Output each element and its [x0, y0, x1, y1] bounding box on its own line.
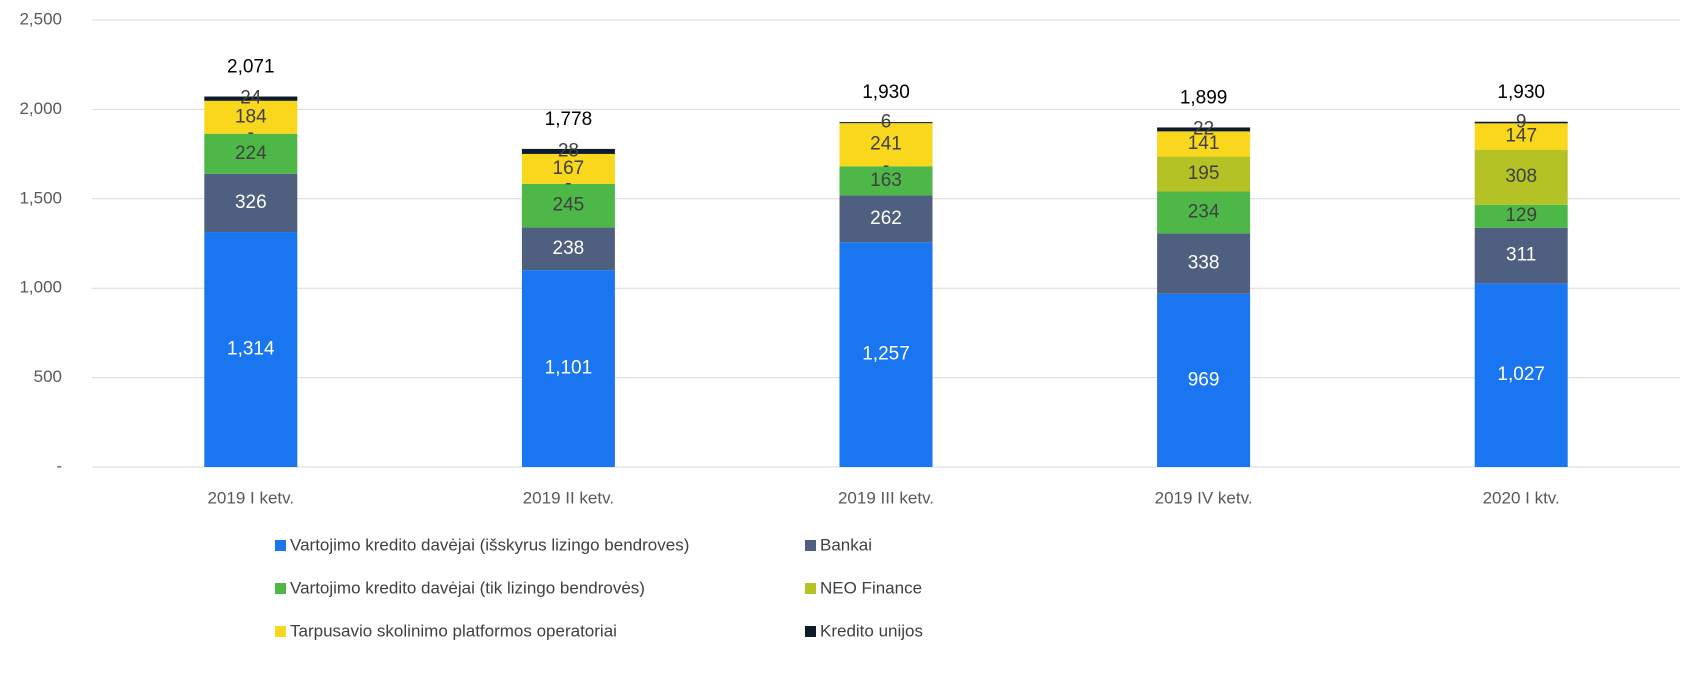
total-label: 1,899	[1180, 87, 1228, 108]
data-label: 141	[1188, 133, 1220, 154]
legend-label: Vartojimo kredito davėjai (tik lizingo b…	[290, 578, 645, 597]
total-label: 2,071	[227, 57, 275, 78]
bar-segment	[521, 153, 615, 184]
data-label: 184	[235, 106, 267, 127]
data-label: -	[248, 123, 254, 144]
bar-segment	[839, 242, 933, 467]
bar-segment	[1474, 283, 1568, 467]
bar-segment	[1157, 233, 1251, 294]
total-label: 1,930	[1497, 82, 1545, 103]
bar-segment	[1474, 123, 1568, 150]
data-label: 22	[1193, 118, 1214, 139]
legend-label: NEO Finance	[820, 578, 922, 597]
bar-segment	[204, 232, 298, 467]
data-label: 969	[1188, 369, 1220, 390]
bar-segment	[839, 195, 933, 243]
legend-label: Bankai	[820, 535, 872, 554]
data-label: 224	[235, 143, 267, 164]
data-label: 1,027	[1497, 364, 1545, 385]
bar-segment	[1157, 156, 1251, 192]
data-label: 1,314	[227, 339, 275, 360]
bar-segment	[204, 173, 298, 233]
data-label: 147	[1505, 126, 1537, 147]
x-tick-label: 2019 II ketv.	[523, 488, 614, 507]
data-label: 245	[553, 195, 585, 216]
data-label: 241	[870, 134, 902, 155]
legend-swatch	[805, 540, 816, 551]
x-tick-label: 2019 I ketv.	[207, 488, 294, 507]
data-label: 9	[1516, 112, 1527, 133]
data-label: 326	[235, 192, 267, 213]
bar-segment	[1157, 293, 1251, 467]
data-label: 129	[1505, 205, 1537, 226]
data-label: -	[883, 155, 889, 176]
bar-segment	[1474, 121, 1568, 124]
y-tick-label: 1,000	[19, 278, 62, 297]
legend-label: Kredito unijos	[820, 621, 923, 640]
total-label: 1,778	[545, 109, 593, 130]
data-label: 238	[553, 238, 585, 259]
bar-segment	[521, 148, 615, 154]
data-label: 262	[870, 208, 902, 229]
data-label: 338	[1188, 253, 1220, 274]
legend-swatch	[275, 583, 286, 594]
bar-segment	[839, 122, 933, 124]
data-label: 311	[1506, 245, 1536, 266]
bar-segment	[521, 183, 615, 228]
x-tick-label: 2019 III ketv.	[838, 488, 934, 507]
x-tick-label: 2020 I ktv.	[1483, 488, 1560, 507]
bar-segment	[1157, 131, 1251, 157]
bar-segment	[839, 166, 933, 196]
bar-segment	[204, 100, 298, 134]
data-label: 1,257	[862, 344, 910, 365]
data-label: 167	[553, 158, 585, 179]
bar-segment	[1474, 149, 1568, 205]
data-label: 6	[881, 112, 892, 133]
x-tick-label: 2019 IV ketv.	[1155, 488, 1253, 507]
bar-segment	[1157, 191, 1251, 234]
data-label: 308	[1505, 166, 1537, 187]
legend-swatch	[805, 626, 816, 637]
y-tick-label: -	[56, 456, 62, 475]
bar-segment	[521, 270, 615, 467]
legend-label: Vartojimo kredito davėjai (išskyrus lizi…	[290, 535, 689, 554]
data-label: 234	[1188, 201, 1220, 222]
y-tick-label: 2,000	[19, 99, 62, 118]
y-tick-label: 1,500	[19, 188, 62, 207]
data-label: 195	[1188, 163, 1220, 184]
y-tick-label: 500	[34, 367, 62, 386]
y-tick-label: 2,500	[19, 9, 62, 28]
bar-segment	[204, 133, 298, 174]
bar-segment	[521, 227, 615, 271]
legend-swatch	[275, 626, 286, 637]
data-label: 24	[240, 88, 262, 109]
legend-swatch	[805, 583, 816, 594]
legend-swatch	[275, 540, 286, 551]
total-label: 1,930	[862, 82, 910, 103]
data-label: 163	[870, 170, 902, 191]
bar-segment	[839, 123, 933, 167]
data-label: -	[565, 173, 571, 194]
legend-label: Tarpusavio skolinimo platformos operator…	[290, 621, 617, 640]
data-label: 28	[558, 140, 579, 161]
bar-segment	[204, 96, 298, 101]
data-label: 1,101	[545, 358, 593, 379]
bar-segment	[1474, 227, 1568, 284]
bar-segment	[1474, 204, 1568, 228]
bar-segment	[1157, 127, 1251, 132]
